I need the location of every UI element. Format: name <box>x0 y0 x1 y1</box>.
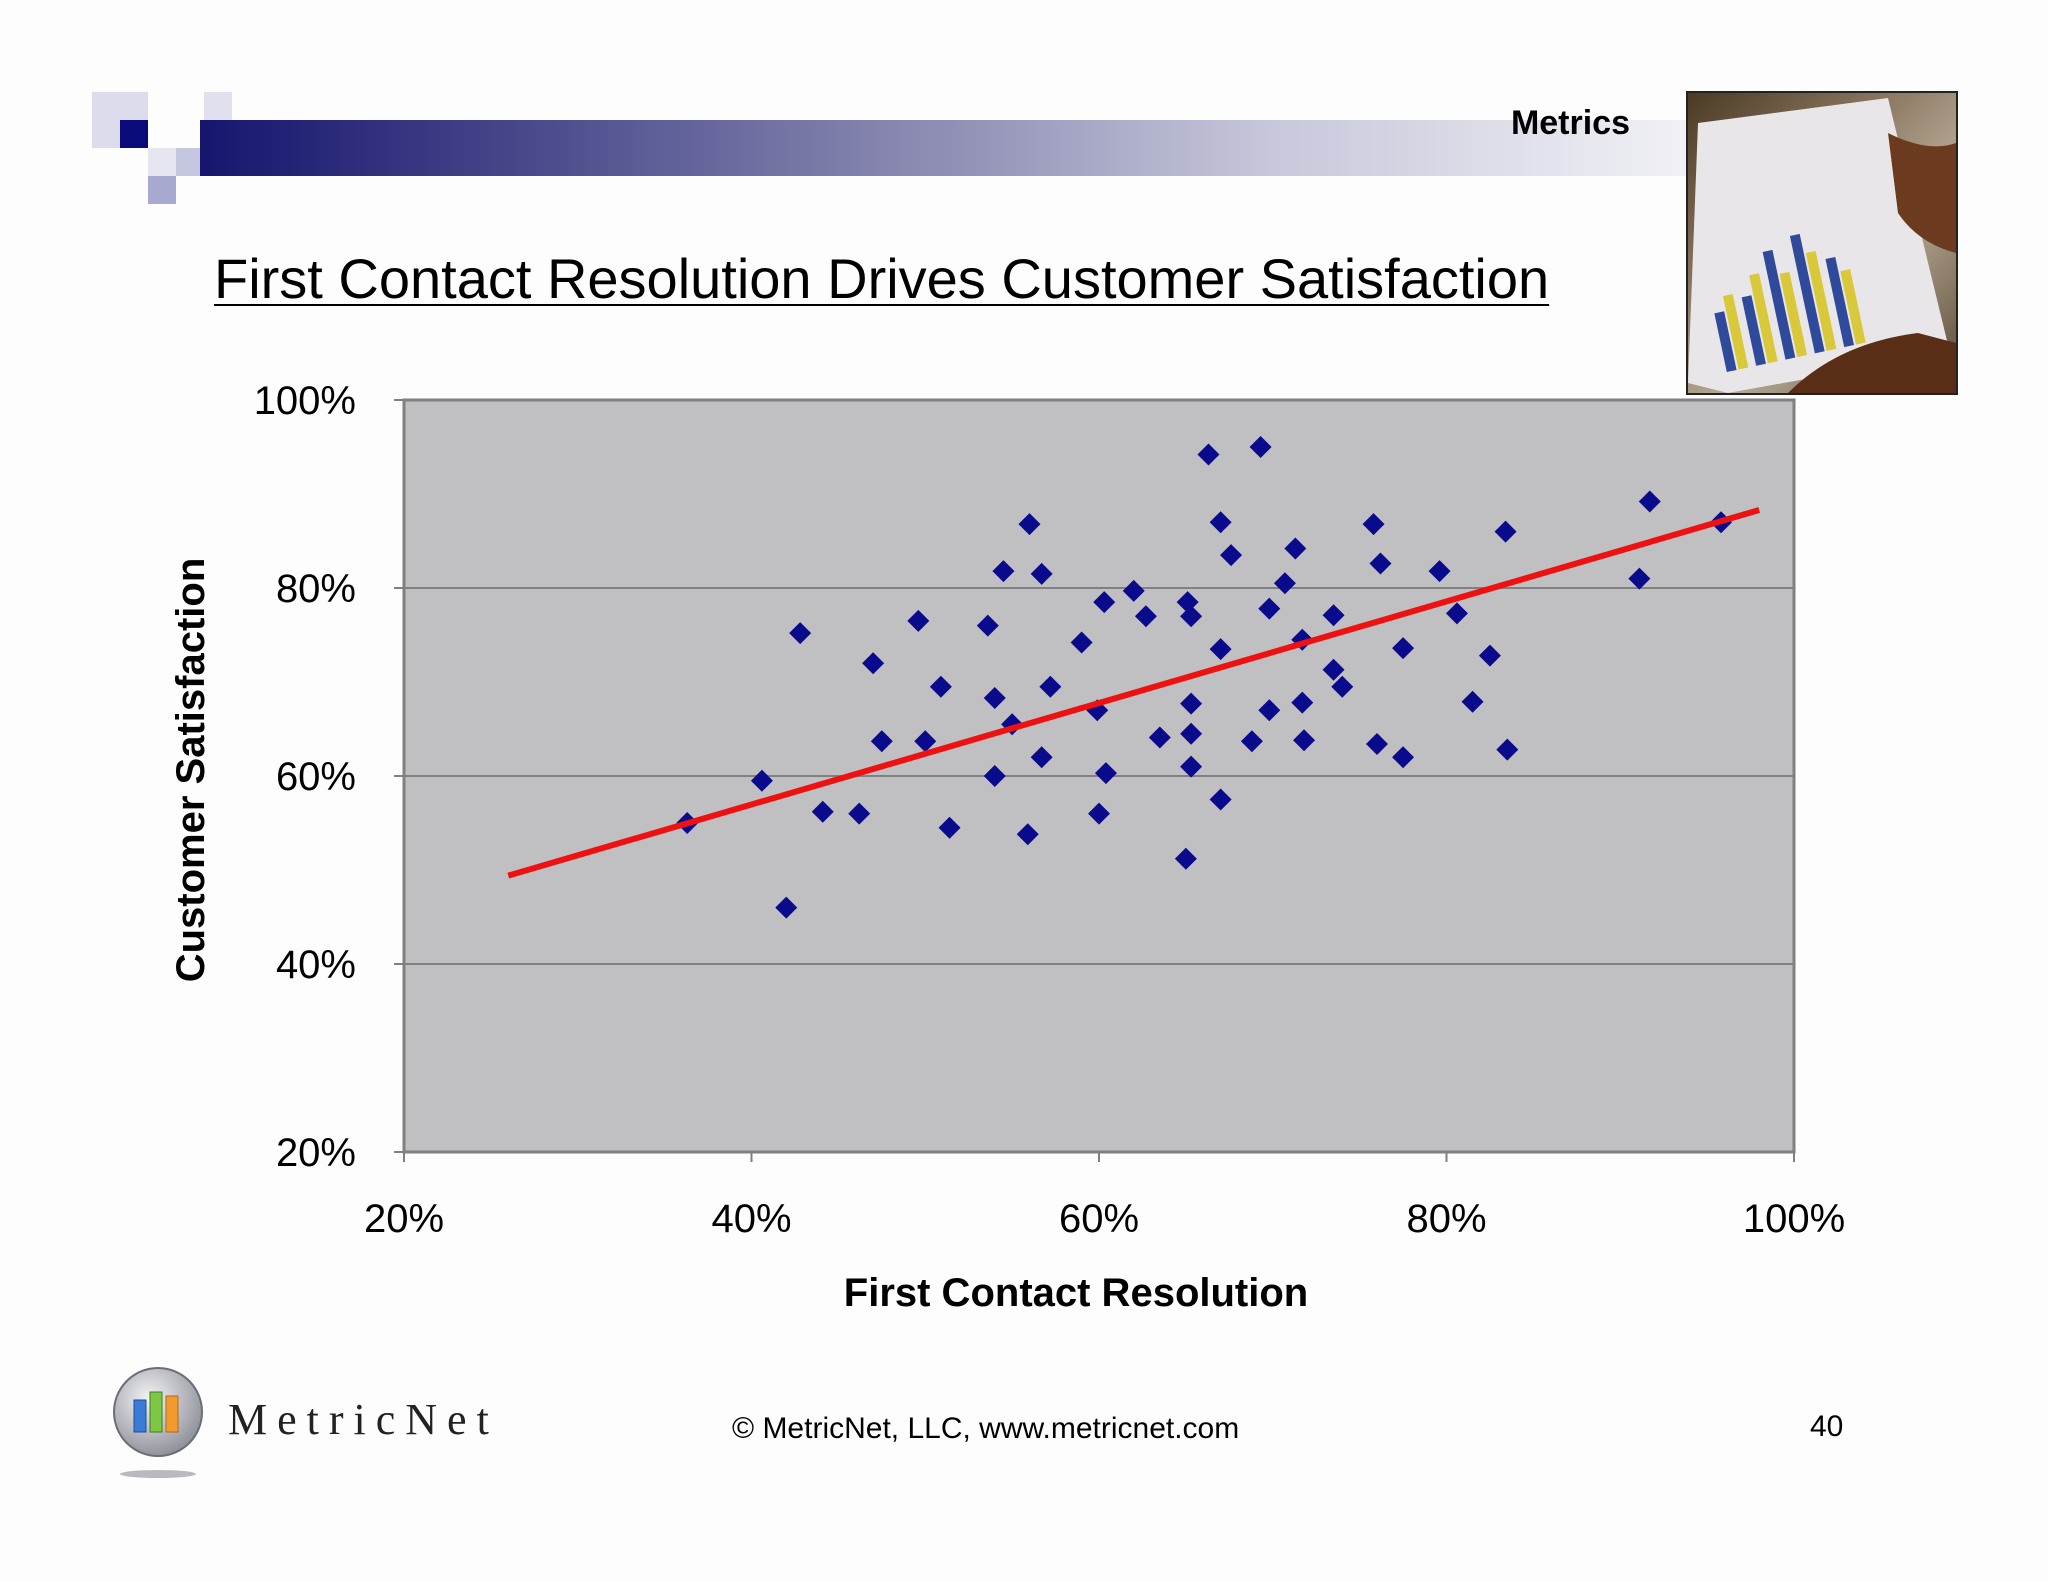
x-tick-label: 100% <box>1743 1197 1845 1241</box>
data-point <box>1273 572 1296 595</box>
data-point <box>976 614 999 637</box>
y-axis-label: Customer Satisfaction <box>169 558 213 983</box>
data-point <box>938 816 961 839</box>
y-tick-label: 80% <box>276 567 356 611</box>
header-gradient-band <box>200 120 1690 176</box>
data-point <box>1496 738 1519 761</box>
data-point <box>789 622 812 645</box>
data-point <box>992 560 1015 583</box>
header-tag: Metrics <box>1510 104 1630 142</box>
data-point <box>1180 755 1203 778</box>
data-point <box>1209 788 1232 811</box>
data-point <box>1322 658 1345 681</box>
data-point <box>1249 436 1272 458</box>
data-point <box>1461 690 1484 713</box>
y-tick-label: 40% <box>276 943 356 987</box>
y-tick-label: 20% <box>276 1131 356 1175</box>
data-point <box>1070 631 1093 654</box>
data-point <box>1258 597 1281 620</box>
data-point <box>1134 605 1157 628</box>
data-point <box>1220 544 1243 567</box>
x-axis-label: First Contact Resolution <box>844 1271 1308 1315</box>
data-point <box>1478 644 1501 667</box>
data-point <box>1445 602 1468 625</box>
y-tick-label: 60% <box>276 755 356 799</box>
header-square-lavender <box>148 176 176 204</box>
data-point <box>1209 511 1232 534</box>
x-tick-label: 20% <box>364 1197 444 1241</box>
data-point <box>929 675 952 698</box>
data-point <box>914 730 937 753</box>
data-point <box>811 800 834 823</box>
data-point <box>1122 579 1145 602</box>
data-point <box>1284 537 1307 560</box>
data-point <box>1174 847 1197 870</box>
data-point <box>1197 443 1220 466</box>
y-axis-tick-labels: 20% 40% 60% 80% 100% <box>254 379 356 1175</box>
x-tick-label: 60% <box>1059 1197 1139 1241</box>
data-point <box>862 652 885 675</box>
data-point <box>1293 729 1316 752</box>
data-point <box>775 896 798 919</box>
slide-title: First Contact Resolution Drives Customer… <box>214 247 1550 310</box>
data-point <box>1258 699 1281 722</box>
data-point <box>907 609 930 632</box>
data-point <box>750 769 773 792</box>
data-point <box>1039 675 1062 698</box>
header-square-mid <box>176 148 204 176</box>
data-point <box>1148 726 1171 749</box>
data-point <box>848 802 871 825</box>
footer-copyright: © MetricNet, LLC, www.metricnet.com <box>732 1412 1240 1445</box>
x-tick-label: 40% <box>711 1197 791 1241</box>
data-point <box>1291 691 1314 714</box>
data-point <box>1628 567 1651 590</box>
data-point <box>983 686 1006 709</box>
data-point <box>1180 692 1203 715</box>
data-point <box>1331 675 1354 698</box>
data-point <box>1088 802 1110 825</box>
chart-printout-photo <box>1686 91 1958 395</box>
data-point <box>1240 730 1263 753</box>
data-point <box>1428 560 1451 583</box>
data-point <box>1180 722 1203 745</box>
data-point <box>1392 746 1415 769</box>
header-square-dark <box>120 120 148 148</box>
data-point <box>1093 591 1116 614</box>
data-point <box>1362 513 1385 536</box>
data-points <box>676 436 1733 919</box>
data-point <box>870 730 893 753</box>
x-axis-tick-labels: 20% 40% 60% 80% 100% <box>364 1197 1845 1241</box>
data-point <box>1030 562 1053 585</box>
data-point <box>1030 746 1053 769</box>
data-point <box>1018 513 1041 536</box>
data-point <box>1209 638 1232 661</box>
metricnet-logo-text: MetricNet <box>228 1395 499 1444</box>
data-point <box>1392 637 1415 660</box>
data-point <box>1180 605 1203 628</box>
data-point <box>1016 823 1039 846</box>
metricnet-logo-icon <box>113 1367 203 1478</box>
x-tick-label: 80% <box>1406 1197 1486 1241</box>
y-tick-label: 100% <box>254 379 356 423</box>
page-number: 40 <box>1810 1410 1844 1443</box>
data-point <box>1369 552 1392 575</box>
data-point <box>1494 520 1517 543</box>
tick-marks <box>394 399 1795 1162</box>
data-point <box>1322 604 1345 627</box>
data-point <box>1638 490 1661 513</box>
data-point <box>1366 733 1388 756</box>
data-point <box>1094 762 1117 785</box>
data-point <box>983 765 1006 787</box>
trendline <box>507 507 1761 879</box>
